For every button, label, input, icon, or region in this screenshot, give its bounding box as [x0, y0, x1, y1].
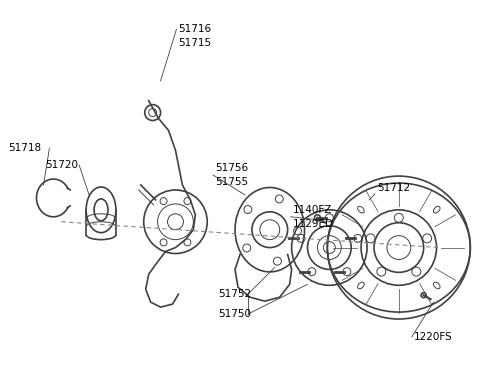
Text: 51755: 51755 — [215, 177, 248, 187]
Text: 51715: 51715 — [179, 38, 212, 48]
Text: 1129ED: 1129ED — [293, 219, 334, 229]
Text: 1140FZ: 1140FZ — [293, 205, 332, 215]
Text: 51716: 51716 — [179, 24, 212, 34]
Text: 51752: 51752 — [218, 289, 252, 299]
Text: 51720: 51720 — [46, 160, 78, 170]
Text: 51750: 51750 — [218, 309, 251, 319]
Text: 51756: 51756 — [215, 163, 248, 173]
Text: 51712: 51712 — [377, 183, 410, 193]
Text: 1220FS: 1220FS — [414, 332, 453, 342]
Text: 51718: 51718 — [8, 143, 41, 153]
